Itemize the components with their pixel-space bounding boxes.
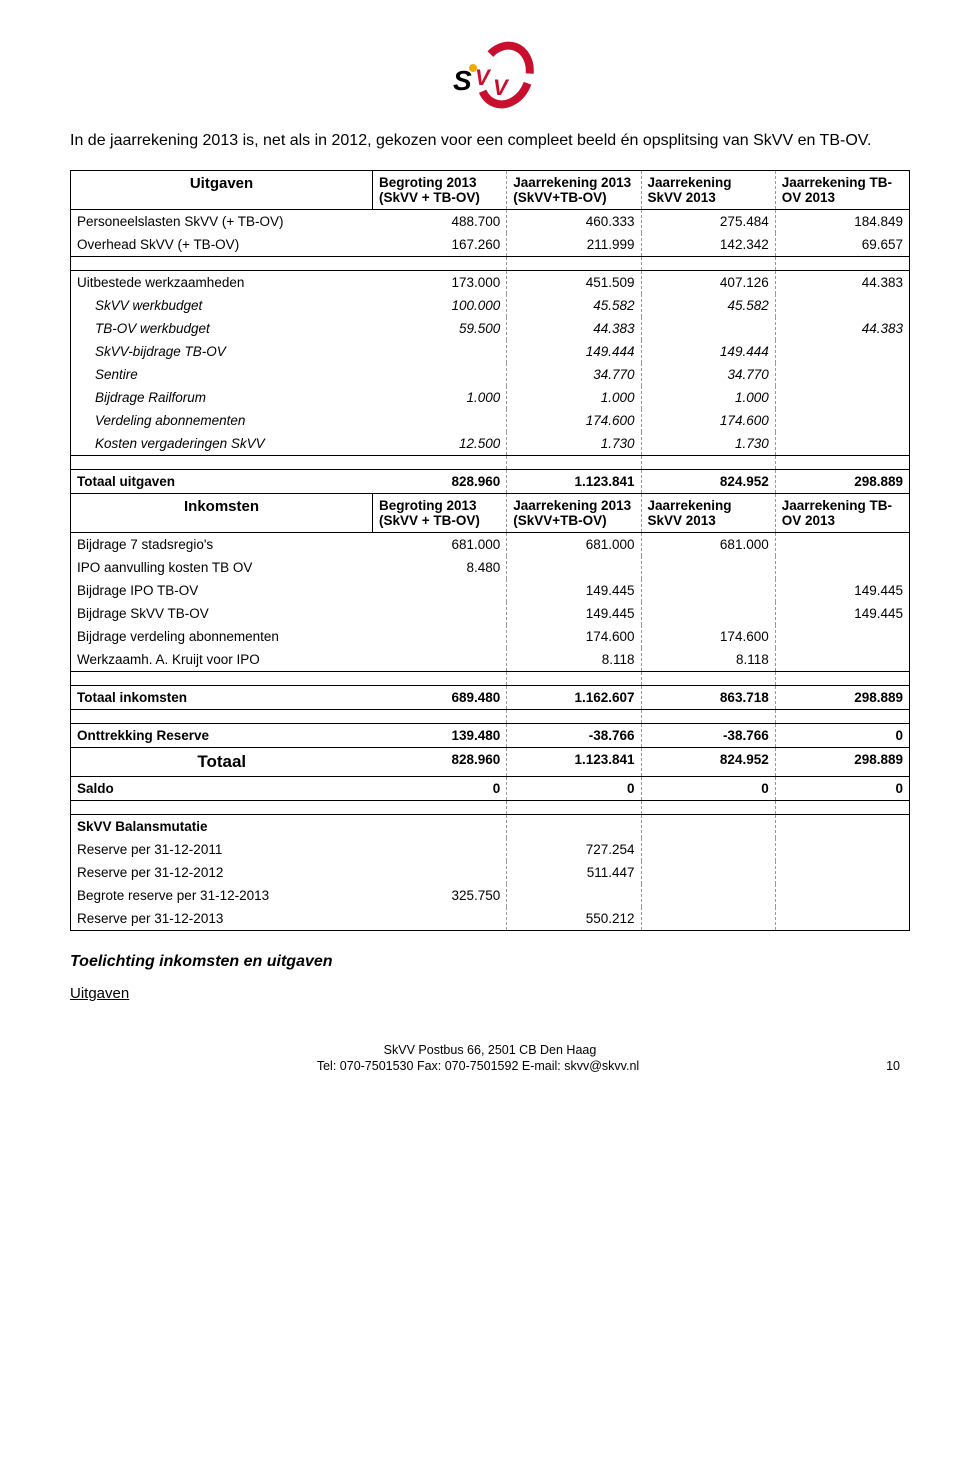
footer-contact: Tel: 070-7501530 Fax: 070-7501592 E-mail… — [317, 1059, 639, 1073]
intro-text: In de jaarrekening 2013 is, net als in 2… — [70, 130, 910, 152]
svg-text:S: S — [453, 65, 472, 96]
page-footer: SkVV Postbus 66, 2501 CB Den Haag Tel: 0… — [70, 1042, 910, 1076]
svg-text:V: V — [493, 75, 510, 100]
logo: S V V — [70, 40, 910, 110]
page-number: 10 — [886, 1058, 900, 1075]
svg-text:V: V — [475, 65, 492, 90]
toelichting-heading: Toelichting inkomsten en uitgaven — [70, 953, 910, 971]
uitgaven-subheading: Uitgaven — [70, 985, 910, 1002]
financial-table: UitgavenBegroting 2013 (SkVV + TB-OV)Jaa… — [70, 170, 910, 931]
footer-address: SkVV Postbus 66, 2501 CB Den Haag — [384, 1043, 597, 1057]
